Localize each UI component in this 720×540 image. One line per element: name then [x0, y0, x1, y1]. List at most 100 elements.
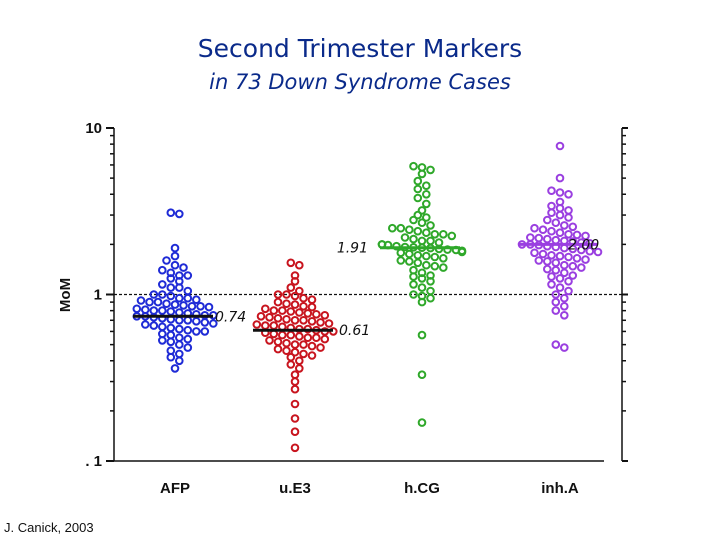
data-point	[555, 251, 565, 261]
data-point	[204, 302, 214, 312]
data-point	[555, 141, 565, 151]
data-point	[307, 302, 317, 312]
data-point	[265, 336, 274, 345]
data-point	[555, 188, 565, 197]
data-point	[409, 161, 418, 171]
data-point	[158, 336, 167, 345]
data-point	[175, 349, 184, 359]
data-point	[265, 313, 274, 322]
data-point	[417, 218, 427, 227]
data-point	[530, 248, 539, 258]
data-point	[422, 199, 431, 209]
data-point	[183, 325, 193, 335]
data-point	[295, 356, 304, 366]
data-point	[534, 256, 544, 265]
data-point	[200, 318, 210, 327]
data-point	[307, 341, 317, 351]
data-point	[158, 322, 167, 332]
data-point	[312, 310, 321, 319]
data-point	[273, 297, 283, 307]
y-tick-label: 1	[94, 287, 102, 304]
data-point	[551, 306, 561, 315]
data-point	[560, 221, 569, 230]
y-axis: 10 1 . 1	[85, 120, 628, 470]
data-point	[526, 233, 535, 242]
data-point	[312, 333, 321, 343]
data-point	[158, 306, 167, 315]
data-point	[290, 277, 300, 286]
data-point	[166, 330, 176, 340]
data-point	[282, 346, 291, 356]
chart-subtitle: in 73 Down Syndrome Cases	[209, 70, 511, 94]
data-point	[396, 223, 406, 233]
data-point	[547, 280, 556, 289]
median-label: 0.74	[215, 309, 246, 325]
data-point	[426, 165, 435, 175]
data-point	[417, 206, 427, 215]
data-point	[307, 317, 317, 326]
data-point	[413, 226, 423, 236]
x-axis: AFP u.E3 h.CG inh.A	[160, 480, 579, 497]
data-point	[192, 295, 201, 305]
data-point	[166, 307, 176, 316]
data-point	[555, 274, 565, 283]
data-point	[282, 290, 291, 299]
data-point	[555, 203, 565, 213]
data-point	[149, 290, 159, 299]
data-point	[417, 370, 427, 380]
data-point	[543, 257, 552, 266]
data-point	[183, 343, 193, 352]
data-point	[295, 308, 304, 317]
data-point	[282, 338, 291, 348]
data-point	[200, 327, 210, 336]
data-point	[132, 304, 142, 314]
data-point	[405, 257, 414, 266]
data-point	[290, 347, 300, 357]
data-point	[273, 290, 283, 299]
data-point	[166, 323, 176, 333]
data-point	[175, 340, 184, 349]
data-point	[530, 223, 539, 233]
data-point	[149, 306, 159, 315]
data-point	[290, 443, 300, 453]
data-point	[320, 334, 330, 344]
data-point	[439, 230, 448, 239]
data-point	[170, 364, 180, 373]
data-point	[290, 399, 300, 409]
data-point	[290, 316, 300, 325]
data-point	[547, 201, 556, 211]
data-point	[555, 173, 565, 183]
data-point	[149, 321, 159, 330]
data-point	[405, 249, 414, 259]
data-point	[183, 334, 193, 344]
data-point	[426, 286, 435, 296]
data-point	[409, 215, 418, 225]
data-point	[290, 340, 300, 349]
data-point	[179, 263, 188, 272]
data-point	[153, 297, 163, 307]
x-category-label: u.E3	[279, 480, 311, 497]
data-point	[409, 272, 418, 281]
data-point	[430, 261, 440, 271]
data-point	[413, 210, 423, 220]
data-point	[166, 208, 176, 217]
data-point	[269, 306, 279, 315]
median-label: 2.00	[568, 237, 599, 253]
data-point	[417, 330, 427, 340]
data-point	[166, 274, 176, 283]
data-point	[295, 260, 304, 270]
data-point	[409, 280, 418, 289]
data-point	[400, 233, 410, 242]
data-point	[278, 306, 287, 315]
data-point	[256, 312, 266, 321]
data-point	[564, 277, 573, 286]
x-category-label: h.CG	[404, 480, 440, 497]
data-point	[551, 258, 561, 268]
data-point	[551, 340, 561, 349]
data-point	[295, 364, 304, 373]
data-point	[543, 215, 552, 225]
data-point	[183, 316, 193, 325]
data-point	[166, 337, 176, 347]
data-point	[299, 302, 308, 311]
data-point	[388, 223, 397, 233]
